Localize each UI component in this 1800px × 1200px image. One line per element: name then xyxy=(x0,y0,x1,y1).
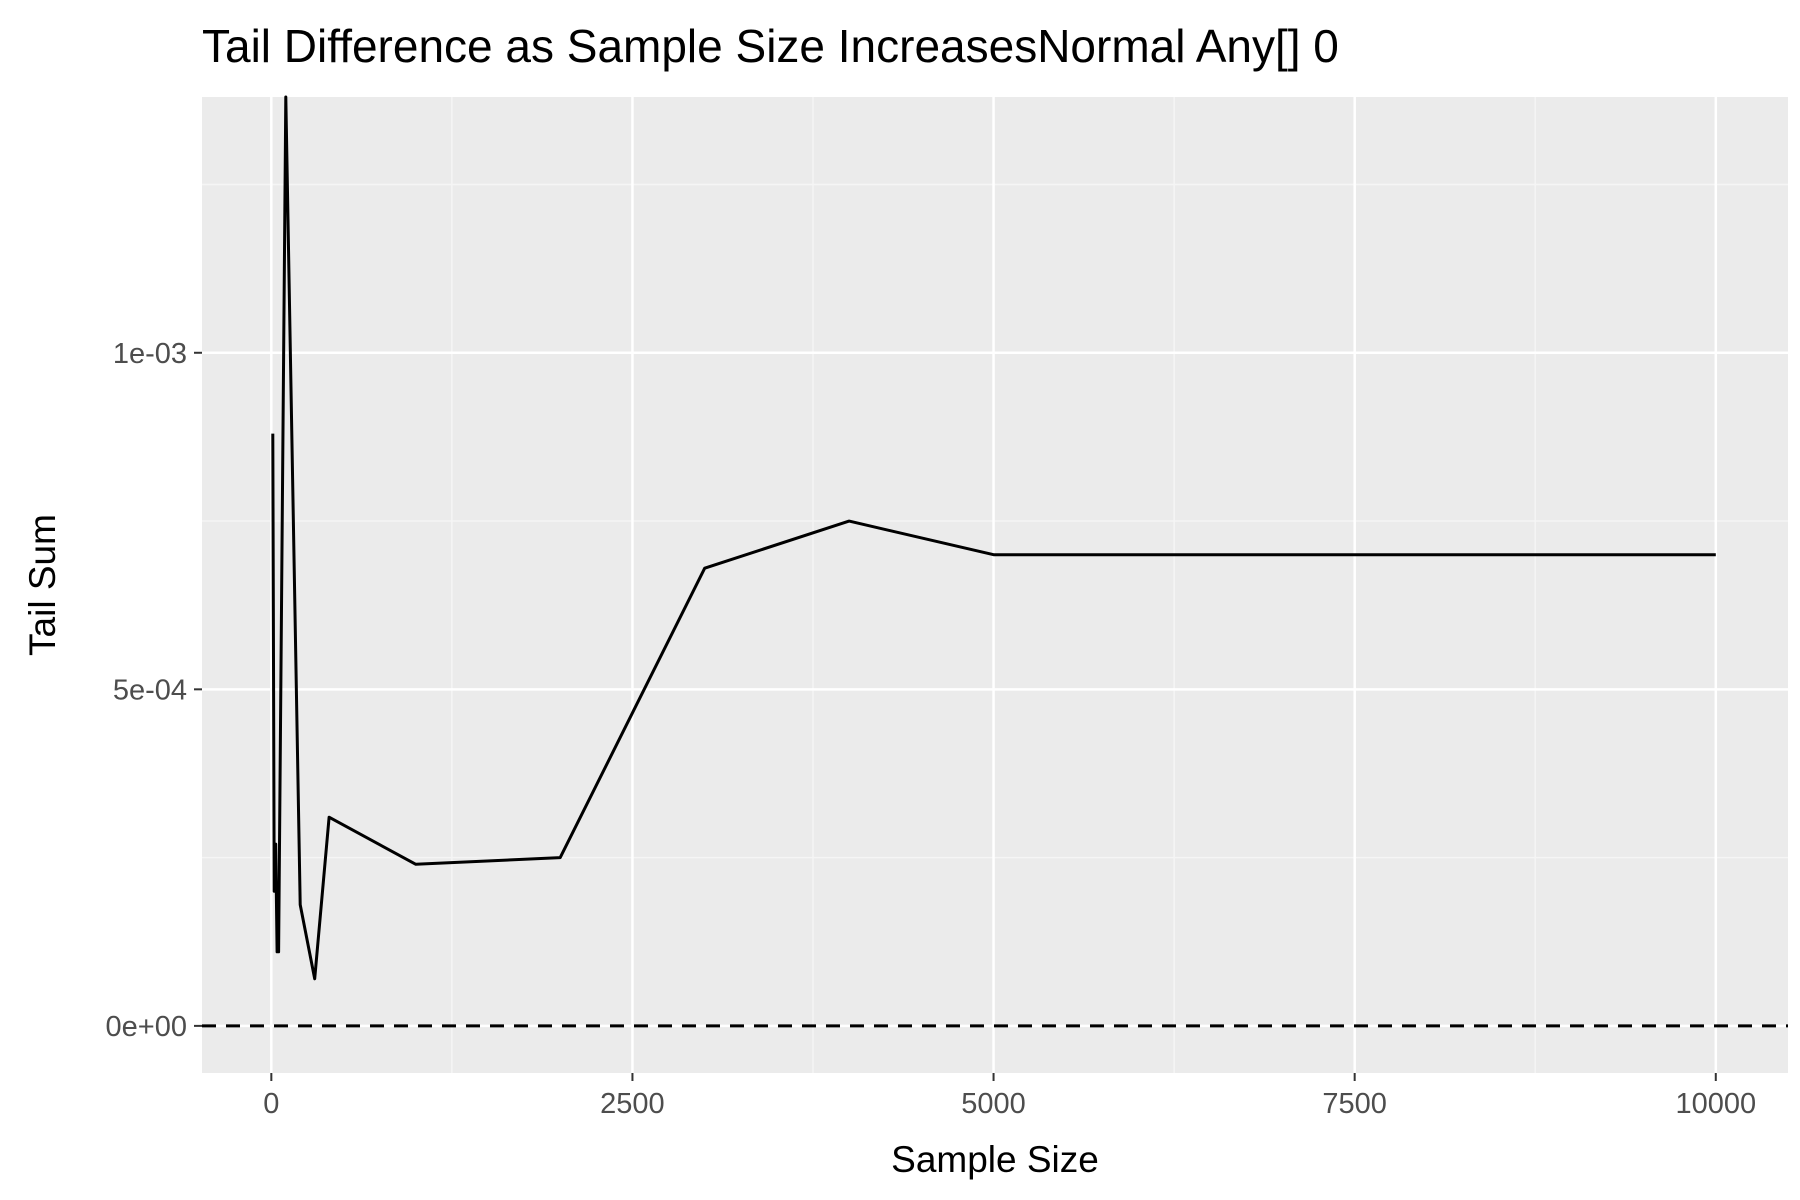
x-tick-label: 5000 xyxy=(961,1088,1026,1120)
x-tick-label: 10000 xyxy=(1675,1088,1756,1120)
x-axis-title: Sample Size xyxy=(891,1139,1099,1180)
x-tick-label: 2500 xyxy=(600,1088,665,1120)
y-tick-label: 1e-03 xyxy=(113,338,187,370)
y-tick-label: 0e+00 xyxy=(106,1011,187,1043)
y-axis-title: Tail Sum xyxy=(22,514,63,656)
x-tick-label: 7500 xyxy=(1322,1088,1387,1120)
plot-panel xyxy=(202,97,1788,1073)
chart-title: Tail Difference as Sample Size Increases… xyxy=(202,20,1339,72)
y-tick-label: 5e-04 xyxy=(113,674,187,706)
x-tick-label: 0 xyxy=(263,1088,279,1120)
